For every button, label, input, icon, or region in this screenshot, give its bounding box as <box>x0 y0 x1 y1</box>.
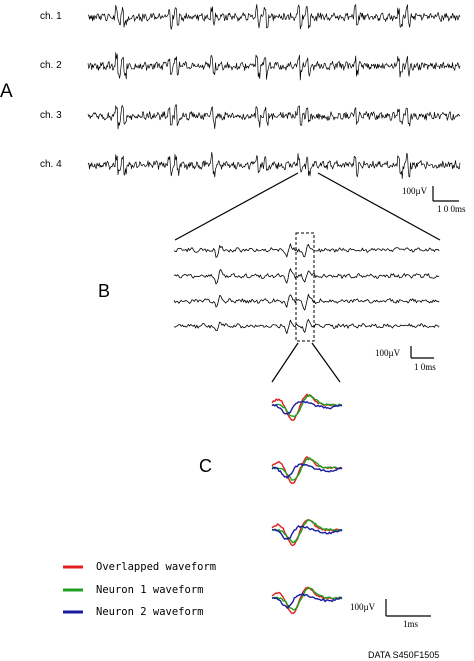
panel-a-traces <box>87 4 461 179</box>
waveform-2-line-1 <box>271 456 343 484</box>
scale-a-time: 1 0 0ms <box>437 204 466 214</box>
trace-b-1 <box>173 243 440 258</box>
legend-label-neuron-2: Neuron 2 waveform <box>96 606 204 618</box>
waveform-1-line-2 <box>271 394 343 418</box>
waveform-2-line-2 <box>271 457 343 481</box>
waveform-4-line-2 <box>271 587 343 611</box>
trace-ch-2 <box>87 52 461 81</box>
panel-b-zoom-lines <box>271 342 341 383</box>
channel-label-2: ch. 2 <box>40 60 62 71</box>
trace-b-4 <box>173 318 440 335</box>
trace-b-3 <box>173 293 440 311</box>
panel-c-waveforms <box>271 393 343 615</box>
scale-b-time: 1 0ms <box>414 362 436 372</box>
scale-c-amplitude: 100µV <box>350 602 376 612</box>
footer-data-id: DATA S450F1505 <box>368 650 440 660</box>
channel-label-3: ch. 3 <box>40 110 62 121</box>
trace-ch-4 <box>87 151 461 179</box>
trace-ch-1 <box>87 4 461 30</box>
channel-label-1: ch. 1 <box>40 11 62 22</box>
trace-b-2 <box>173 268 440 285</box>
legend-swatches <box>63 565 83 614</box>
panel-a-zoom-lines <box>174 172 441 241</box>
channel-label-4: ch. 4 <box>40 159 62 170</box>
legend-label-neuron-1: Neuron 1 waveform <box>96 584 204 596</box>
panel-label-c: C <box>199 456 212 476</box>
waveform-1-line-1 <box>271 393 343 421</box>
waveform-3-line-3 <box>271 525 343 540</box>
legend-label-overlapped: Overlapped waveform <box>96 561 217 573</box>
panel-b-scale-bar <box>410 346 434 359</box>
waveform-3-line-2 <box>271 519 343 544</box>
scale-b-amplitude: 100µV <box>375 348 401 358</box>
panel-label-b: B <box>98 281 111 301</box>
panel-a-scale-bar <box>432 186 459 202</box>
waveform-2-line-3 <box>271 463 343 479</box>
trace-ch-3 <box>87 104 461 130</box>
waveform-1-line-3 <box>271 400 343 415</box>
panel-b-traces <box>173 243 440 335</box>
panel-b-selection-box <box>295 232 315 342</box>
scale-c-time: 1ms <box>403 619 419 629</box>
panel-label-a: A <box>0 81 13 102</box>
waveform-4-line-3 <box>271 592 343 609</box>
panel-c-scale-bar <box>385 599 431 617</box>
scale-a-amplitude: 100µV <box>402 186 428 196</box>
